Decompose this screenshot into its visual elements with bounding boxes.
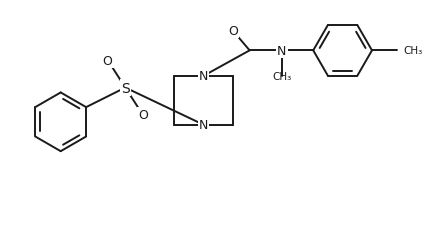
Text: CH₃: CH₃ (403, 46, 423, 56)
Text: S: S (121, 81, 130, 95)
Text: N: N (277, 45, 287, 58)
Text: O: O (228, 25, 238, 38)
Text: N: N (199, 70, 208, 83)
Text: N: N (199, 119, 208, 132)
Text: CH₃: CH₃ (272, 72, 292, 81)
Text: O: O (138, 109, 148, 122)
Text: O: O (103, 54, 113, 67)
